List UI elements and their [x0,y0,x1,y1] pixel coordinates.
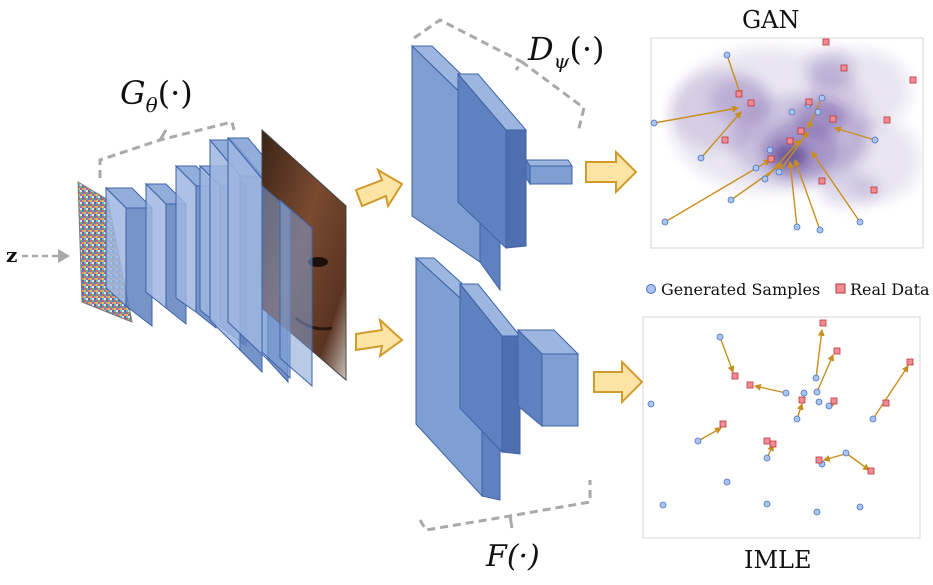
gan-match-lines [653,54,876,231]
legend-real-label: Real Data [850,280,930,299]
gan-real-data [721,38,917,194]
discriminator-label: Dψ(·) [527,30,604,73]
legend: Generated Samples Real Data [646,280,930,299]
generator-bracket-tick [158,129,168,141]
feature-bracket-tick [508,515,514,529]
legend-generated-marker [646,284,656,294]
gan-generated-samples [650,51,879,234]
arrow-to-imle [593,359,644,405]
generator-layers [104,136,290,384]
generator-front-layers [261,184,313,388]
face-eye [308,257,328,267]
imle-plot [642,316,921,539]
imle-real-data [719,319,914,475]
imle-generated-samples [647,333,877,516]
flow-arrows [354,149,644,405]
gan-title: GAN [742,6,800,34]
legend-generated-label: Generated Samples [661,280,820,299]
feature-network [414,256,580,501]
imle-title: IMLE [744,546,812,574]
feature-label: F(·) [485,539,540,574]
generator-label: Gθ(·) [120,74,193,117]
noise-label: z [6,243,17,267]
noise-arrow-head [58,249,70,263]
legend-real-marker [835,283,846,294]
generator-network: z [6,74,347,388]
discriminator-bracket [413,18,586,133]
imle-plot-frame [642,316,921,539]
arrow-to-discriminator [354,167,404,209]
gan-plot [650,37,924,249]
arrow-to-feature [355,317,404,359]
feature-bracket [418,480,592,532]
discriminator-network [410,44,573,292]
arrow-to-gan [585,149,638,195]
